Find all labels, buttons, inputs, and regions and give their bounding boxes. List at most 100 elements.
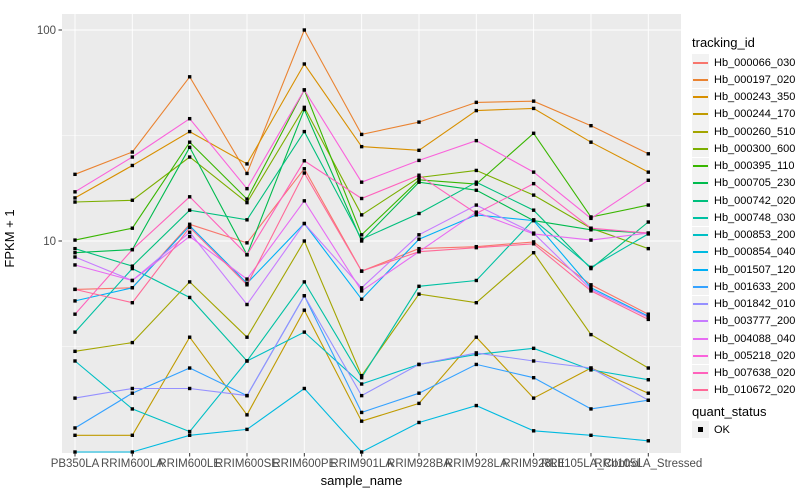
x-tick-label: RRII105LA_Control xyxy=(541,458,641,470)
square-marker-icon xyxy=(698,427,703,433)
data-point xyxy=(130,340,135,345)
line-swatch-icon xyxy=(693,354,708,357)
data-point xyxy=(245,413,249,417)
data-point xyxy=(646,391,650,395)
data-point xyxy=(73,200,77,204)
data-point xyxy=(359,410,364,415)
line-swatch-icon xyxy=(693,303,708,306)
data-point xyxy=(130,450,135,454)
data-point xyxy=(73,433,77,437)
legend-key-swatch xyxy=(692,192,709,210)
data-point xyxy=(646,220,650,224)
legend-label: Hb_000243_350 xyxy=(714,91,796,104)
data-point xyxy=(589,283,593,287)
legend-item-Hb_000395_110: Hb_000395_110 xyxy=(692,157,795,175)
data-point xyxy=(73,190,77,194)
data-point xyxy=(417,237,421,241)
legend-key-swatch xyxy=(692,243,709,261)
data-point xyxy=(359,196,364,201)
data-point xyxy=(245,162,249,166)
data-point xyxy=(73,196,77,200)
data-point xyxy=(474,335,479,339)
data-point xyxy=(73,246,77,251)
legend-item-Hb_000260_510: Hb_000260_510 xyxy=(692,123,795,141)
legend-key-swatch xyxy=(692,209,709,227)
x-tick-label: RRIM600SE xyxy=(215,458,279,470)
data-point xyxy=(531,181,536,186)
legend-item-Hb_004088_040: Hb_004088_040 xyxy=(692,330,795,348)
data-point xyxy=(359,393,364,398)
line-swatch-icon xyxy=(693,389,708,392)
data-point xyxy=(359,132,364,137)
line-swatch-icon xyxy=(693,61,708,64)
legend-key-swatch xyxy=(692,381,709,399)
data-point xyxy=(646,398,650,402)
data-point xyxy=(417,292,421,296)
data-point xyxy=(73,359,77,363)
line-swatch-icon xyxy=(693,285,708,288)
data-point xyxy=(73,238,77,242)
legend-label: Hb_001842_010 xyxy=(714,298,796,311)
data-point xyxy=(474,203,479,207)
x-tick-label: RRIM928BA xyxy=(387,458,451,470)
data-point xyxy=(302,171,307,175)
data-point xyxy=(589,140,593,144)
line-swatch-icon xyxy=(693,337,708,340)
legend-item-Hb_003777_200: Hb_003777_200 xyxy=(692,312,796,330)
data-point xyxy=(531,375,536,380)
data-point xyxy=(589,238,593,242)
data-point xyxy=(302,199,307,203)
data-point xyxy=(474,403,479,408)
data-point xyxy=(245,253,249,257)
line-swatch-icon xyxy=(693,113,708,116)
legend-key-swatch xyxy=(692,54,709,72)
data-point xyxy=(130,433,135,437)
data-point xyxy=(474,188,479,192)
data-point xyxy=(187,116,192,121)
legend-label: OK xyxy=(714,423,730,436)
legend-label: Hb_000705_230 xyxy=(714,177,796,190)
data-point xyxy=(187,335,192,339)
legend-item-Hb_001842_010: Hb_001842_010 xyxy=(692,295,796,313)
x-tick-label: RRIM600LA xyxy=(101,458,164,470)
data-point xyxy=(589,368,593,372)
data-point xyxy=(187,225,192,230)
data-point xyxy=(417,173,421,177)
quant-ok-key xyxy=(692,421,709,439)
data-point xyxy=(130,163,135,168)
data-point xyxy=(359,419,364,423)
legend-label: Hb_000300_600 xyxy=(714,142,796,155)
data-point xyxy=(302,294,307,298)
data-point xyxy=(531,429,536,433)
data-point xyxy=(589,216,593,221)
legend-item-Hb_000853_200: Hb_000853_200 xyxy=(692,226,795,244)
y-axis-title: FPKM + 1 xyxy=(2,209,17,267)
data-point xyxy=(302,386,307,391)
data-point xyxy=(531,240,536,244)
data-point xyxy=(531,208,536,212)
legend-key-swatch xyxy=(692,88,709,106)
legend-item-Hb_010672_020: Hb_010672_020 xyxy=(692,381,795,399)
data-point xyxy=(646,366,650,370)
data-point xyxy=(73,396,77,400)
data-point xyxy=(589,407,593,411)
data-point xyxy=(245,171,249,176)
data-point xyxy=(187,140,192,144)
legend-key-swatch xyxy=(692,278,709,296)
data-point xyxy=(187,366,192,370)
legend-item-Hb_000300_600: Hb_000300_600 xyxy=(692,140,796,158)
data-point xyxy=(187,129,192,134)
legend-label: Hb_000748_030 xyxy=(714,211,796,224)
data-point xyxy=(531,131,536,135)
line-swatch-icon xyxy=(693,96,708,99)
data-point xyxy=(73,287,77,292)
legend-label: Hb_000395_110 xyxy=(714,160,795,173)
panel-background xyxy=(62,14,681,453)
data-point xyxy=(302,129,307,134)
line-swatch-icon xyxy=(693,320,708,323)
legend-label: Hb_003777_200 xyxy=(714,315,796,328)
data-point xyxy=(417,158,421,163)
data-point xyxy=(589,366,593,370)
data-point xyxy=(646,231,650,235)
data-point xyxy=(474,100,479,105)
